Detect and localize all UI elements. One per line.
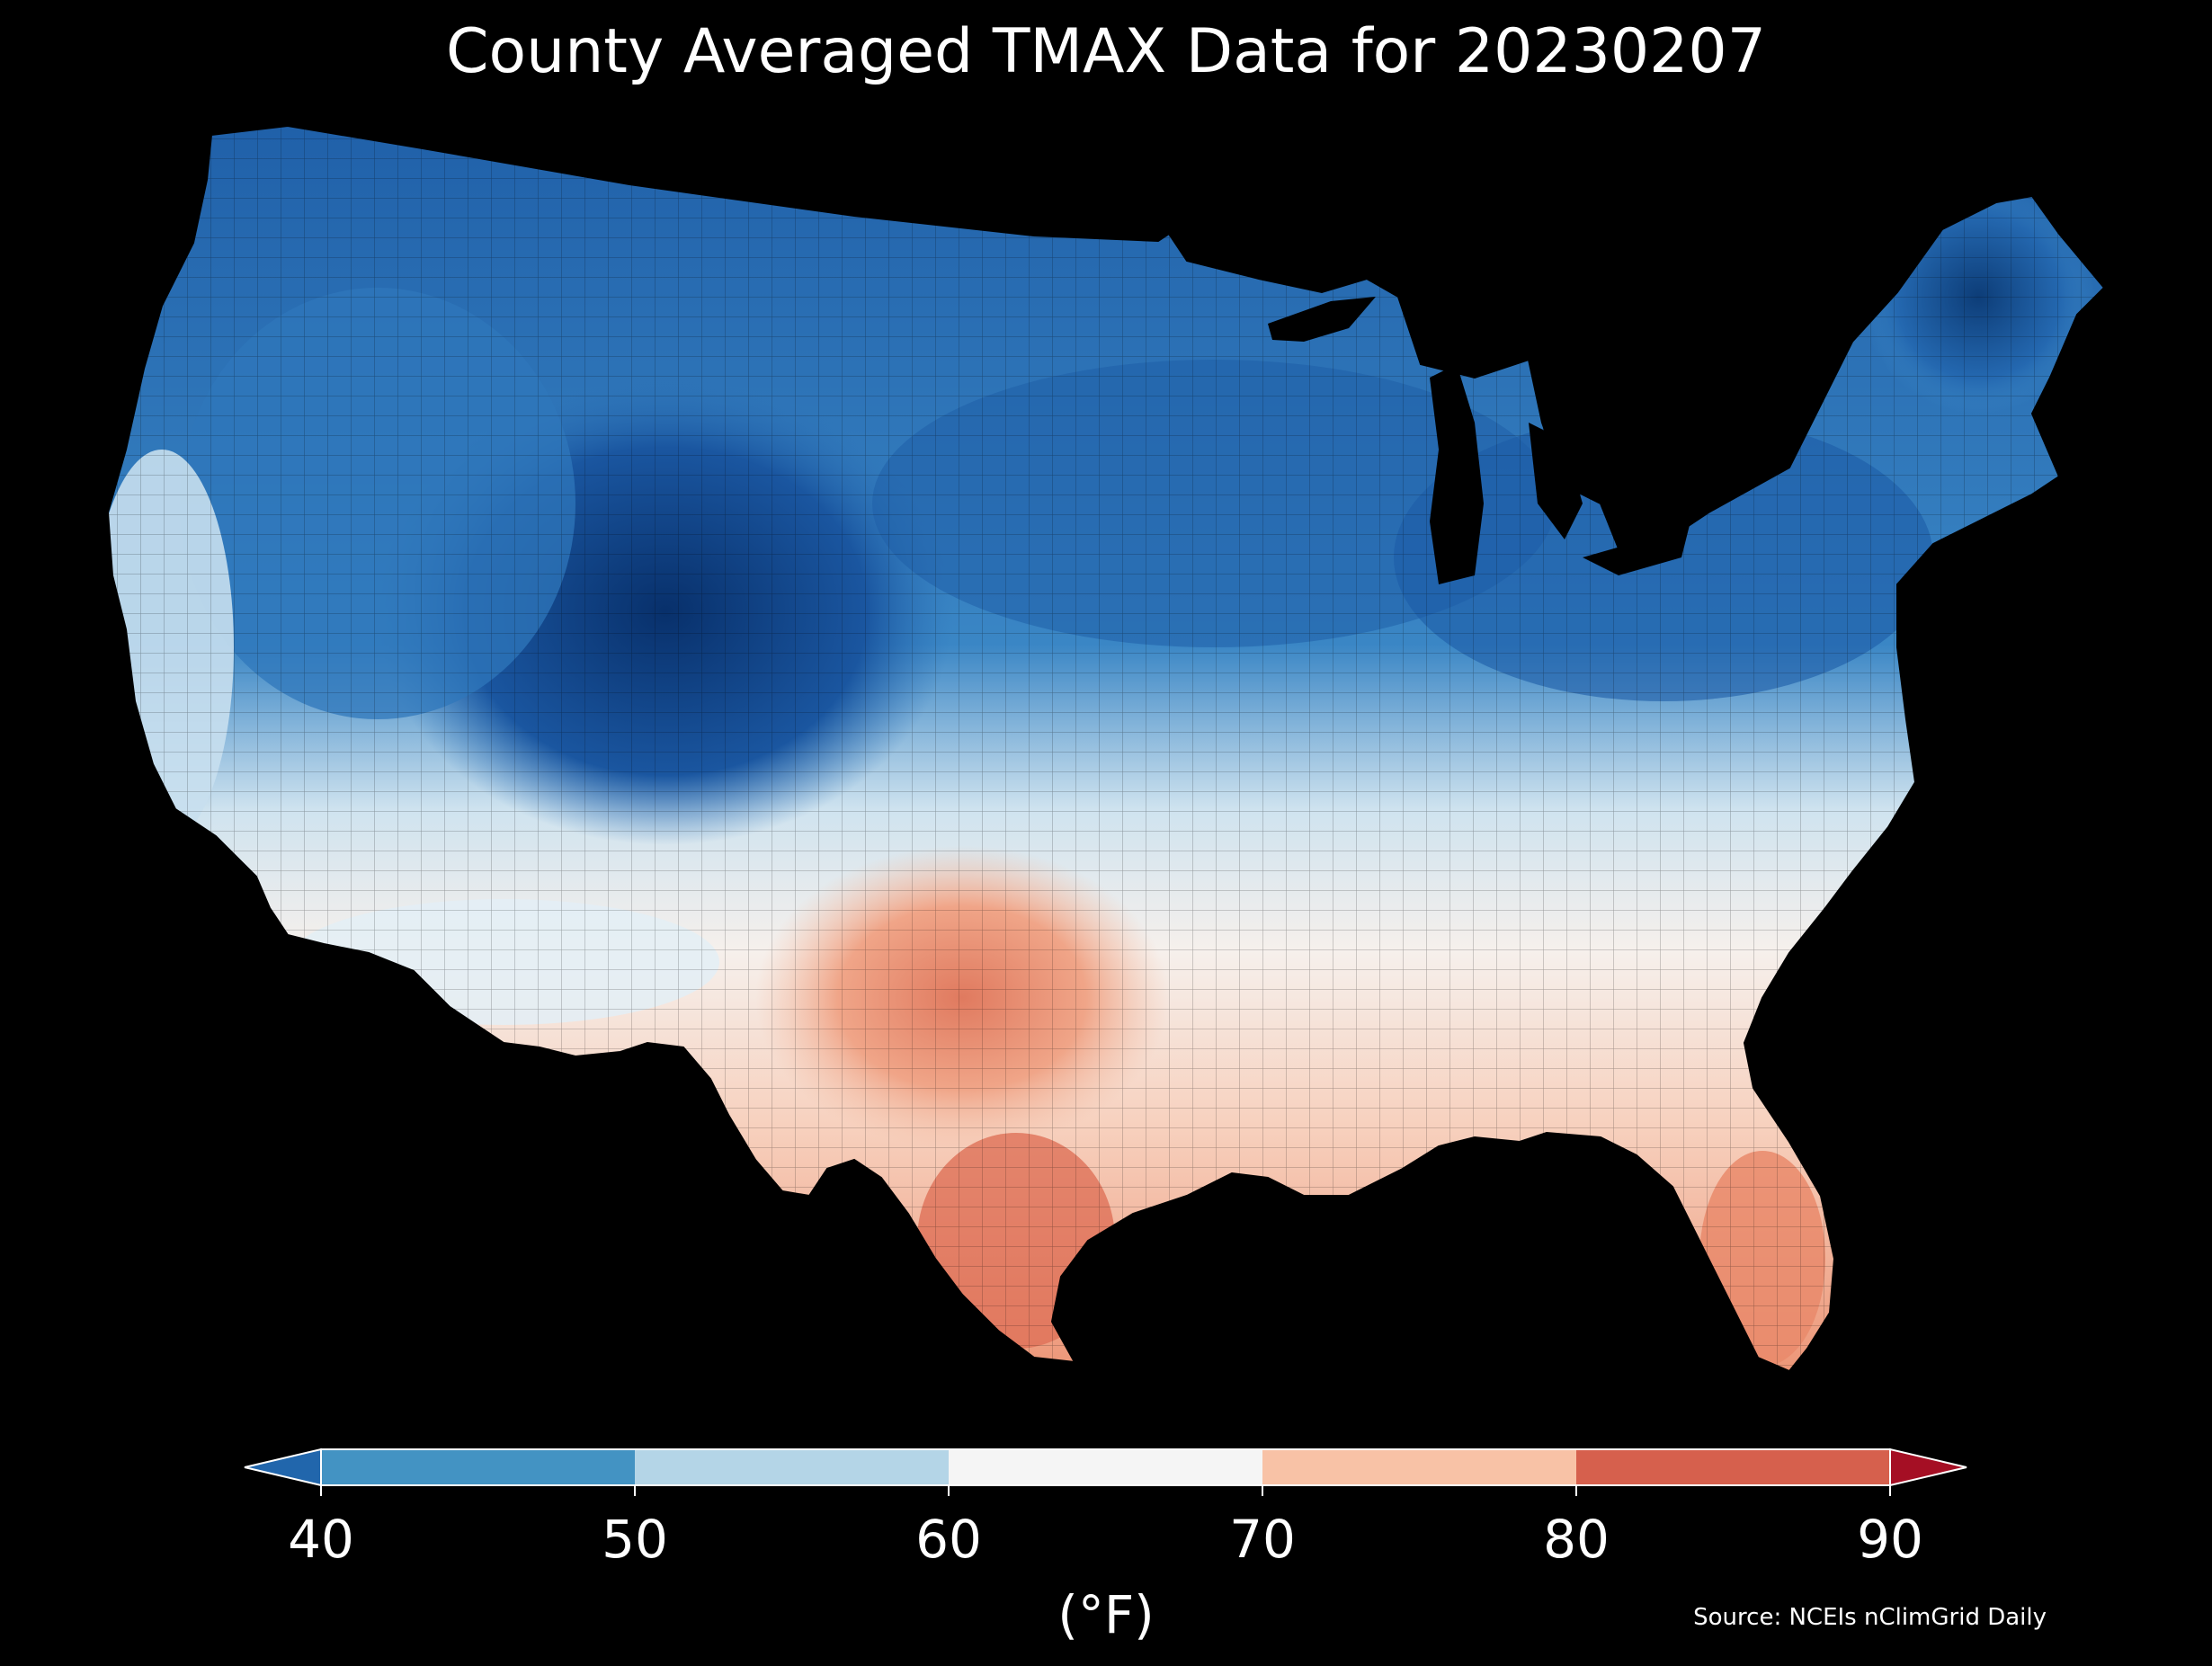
colorbar-tick-label: 80 bbox=[1543, 1509, 1610, 1570]
colorbar-frame bbox=[320, 1448, 1891, 1486]
colorbar-extend-high bbox=[1889, 1448, 1967, 1487]
colorbar-tick-label: 40 bbox=[288, 1509, 354, 1570]
colorbar-bin bbox=[1576, 1449, 1890, 1485]
colorbar-tick-label: 60 bbox=[915, 1509, 982, 1570]
colorbar-bin bbox=[635, 1449, 949, 1485]
colorbar-unit-label: (°F) bbox=[1057, 1584, 1155, 1645]
colorbar-tick-label: 50 bbox=[602, 1509, 668, 1570]
colorbar-tick-label: 70 bbox=[1229, 1509, 1296, 1570]
source-note: Source: NCEIs nClimGrid Daily bbox=[1693, 1604, 2047, 1631]
colorbar-bin bbox=[949, 1449, 1262, 1485]
great-lakes bbox=[1268, 297, 1690, 584]
map-title: County Averaged TMAX Data for 20230207 bbox=[446, 16, 1766, 87]
colorbar-tick-label: 90 bbox=[1857, 1509, 1923, 1570]
colorbar-bin bbox=[321, 1449, 635, 1485]
colorbar-extend-low bbox=[244, 1448, 322, 1487]
colorbar-bin bbox=[1262, 1449, 1576, 1485]
